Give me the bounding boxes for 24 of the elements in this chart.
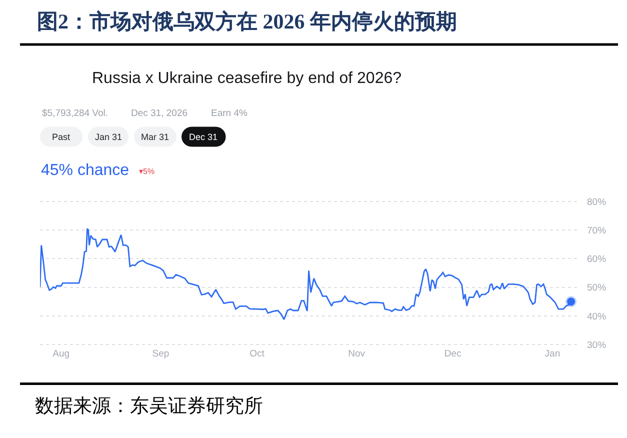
source-note: 数据来源：东吴证券研究所 xyxy=(35,395,263,417)
chart-subtitle: Russia x Ukraine ceasefire by end of 2026? xyxy=(92,70,402,87)
text: Jan 31 xyxy=(95,132,122,142)
text: Dec 31, 2026 xyxy=(131,108,188,119)
x-tick-label: Sep xyxy=(152,348,170,360)
y-tick-label: 60% xyxy=(587,254,607,266)
y-tick-label: 80% xyxy=(587,196,607,208)
text: Dec 31 xyxy=(189,132,218,142)
x-tick-label: Oct xyxy=(250,348,265,360)
y-tick-label: 50% xyxy=(587,282,607,294)
x-tick-label: Dec xyxy=(444,348,462,360)
text: 45% chance xyxy=(41,162,130,179)
chart-title: 图2：市场对俄乌双方在 2026 年内停火的预期 xyxy=(37,9,457,34)
text: Past xyxy=(52,132,71,142)
y-tick-label: 40% xyxy=(587,311,607,322)
x-tick-label: Aug xyxy=(52,348,70,360)
text: Earn 4% xyxy=(211,108,248,119)
text: $5,793,284 Vol. xyxy=(42,108,108,119)
y-tick-label: 30% xyxy=(587,340,607,351)
text: ▾5% xyxy=(139,167,155,176)
x-tick-label: Jan xyxy=(544,348,560,360)
text: Mar 31 xyxy=(141,132,170,142)
y-tick-label: 70% xyxy=(587,225,607,236)
x-tick-label: Nov xyxy=(348,348,366,360)
